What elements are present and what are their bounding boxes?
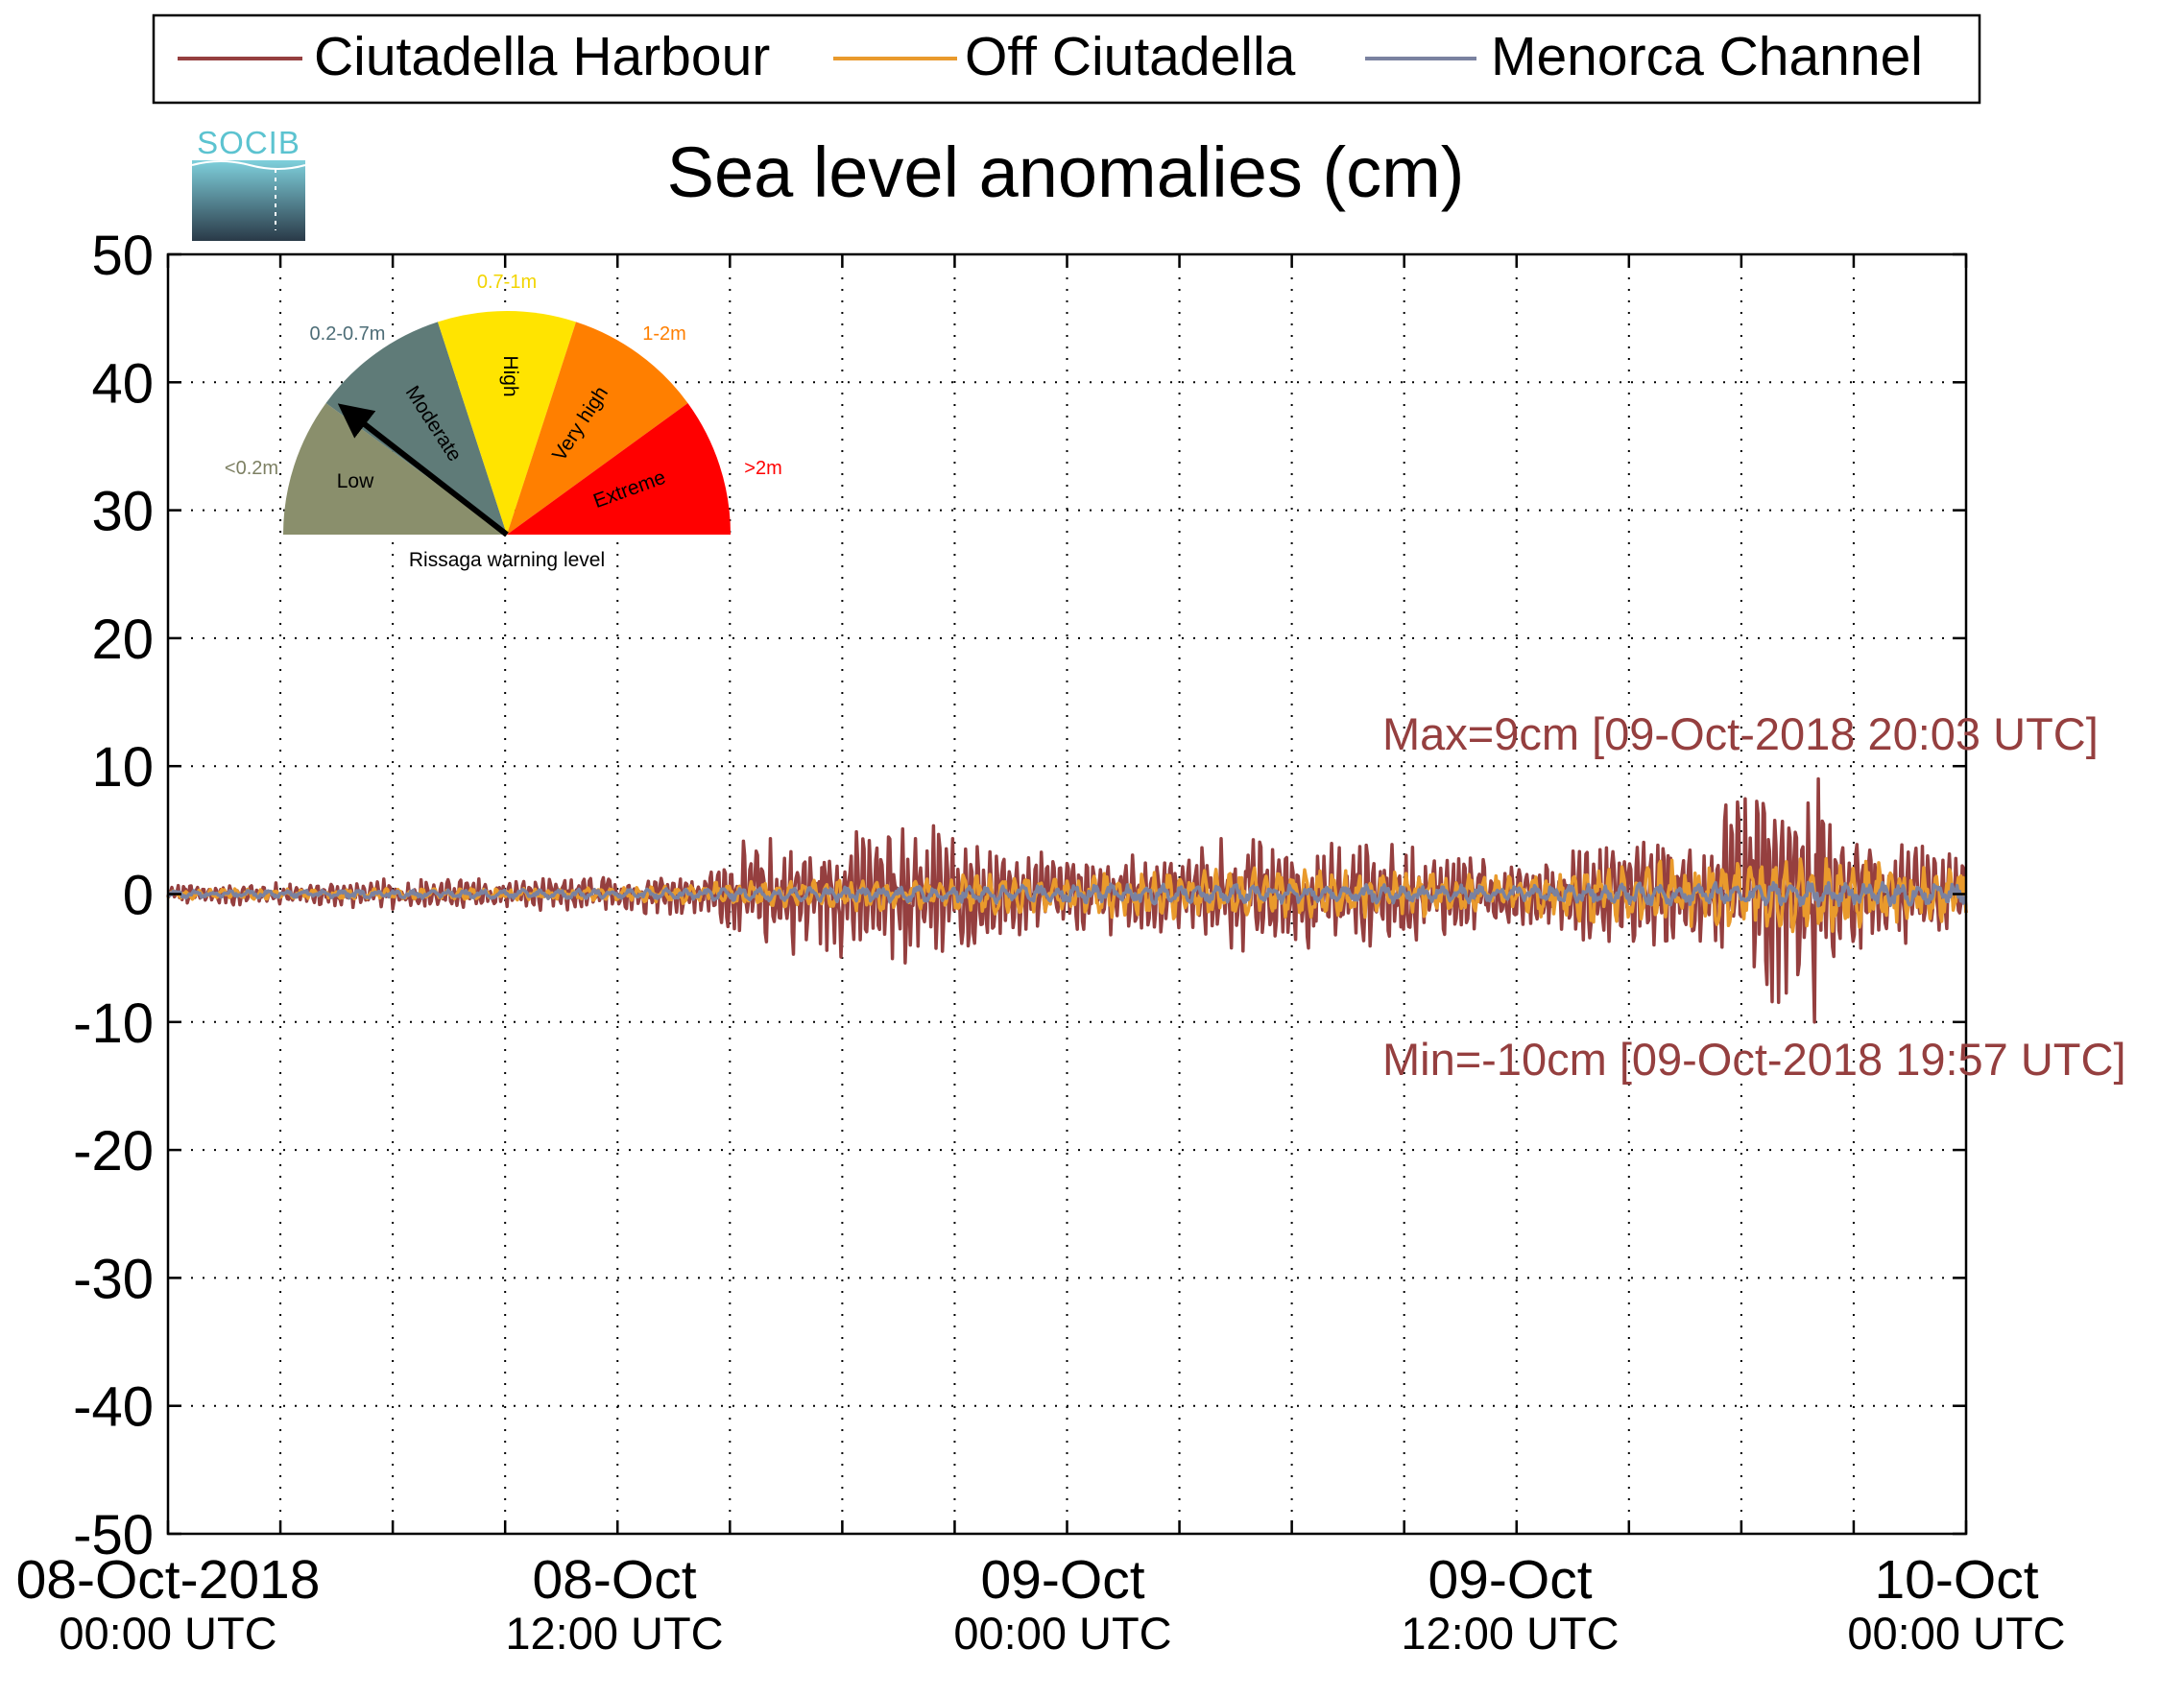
y-tick-label: -30 (73, 1248, 154, 1310)
gauge-range-label: 0.2-0.7m (310, 323, 386, 345)
y-tick-label: -20 (73, 1120, 154, 1182)
gauge-range-label: 0.7-1m (477, 272, 537, 293)
series-line-off-ciutadella (166, 856, 1968, 934)
gauge-wedge-moderate (325, 322, 507, 535)
x-tick-label-time: 00:00 UTC (1847, 1608, 2065, 1659)
rissaga-gauge: <0.2mLow0.2-0.7mModerate0.7-1mHigh1-2mVe… (225, 272, 782, 571)
legend-box (152, 13, 1981, 105)
y-tick-label: 30 (91, 481, 154, 543)
socib-logo: SOCIB (191, 125, 306, 241)
x-tick-label-date: 09-Oct (1428, 1549, 1592, 1611)
gauge-level-label: High (499, 355, 521, 396)
gauge-wedge-very-high (507, 322, 688, 535)
gauge-range-label: >2m (744, 458, 781, 479)
x-tick-label-date: 09-Oct (980, 1549, 1144, 1611)
x-tick-label-time: 00:00 UTC (953, 1608, 1171, 1659)
x-tick-label-time: 12:00 UTC (1401, 1608, 1619, 1659)
series-layer (166, 776, 1968, 1024)
gauge-range-label: <0.2m (225, 458, 278, 479)
series-line-menorca-channel (166, 880, 1968, 908)
y-tick-label: 40 (91, 352, 154, 415)
y-tick-label: 50 (91, 225, 154, 287)
x-tick-label-date: 08-Oct (532, 1549, 696, 1611)
logo-text: SOCIB (197, 125, 300, 160)
legend-label-off-ciutadella: Off Ciutadella (965, 26, 1296, 87)
chart-title: Sea level anomalies (cm) (667, 132, 1465, 212)
x-tick-label-time: 00:00 UTC (59, 1608, 276, 1659)
y-tick-label: 20 (91, 609, 154, 671)
max-annotation: Max=9cm [09-Oct-2018 20:03 UTC] (1382, 708, 2099, 759)
gauge-wedge-high (438, 310, 576, 535)
legend: Ciutadella Harbour Off Ciutadella Menorc… (152, 13, 1981, 105)
legend-label-menorca-channel: Menorca Channel (1491, 26, 1923, 87)
series-line-ciutadella-harbour (166, 776, 1968, 1024)
gauge-range-label: 1-2m (642, 323, 686, 345)
axes: -50-40-30-20-100102030405008-Oct-201800:… (16, 225, 2066, 1659)
y-tick-label: -40 (73, 1376, 154, 1439)
gauge-caption: Rissaga warning level (409, 549, 605, 571)
min-annotation: Min=-10cm [09-Oct-2018 19:57 UTC] (1382, 1034, 2126, 1085)
gauge-level-label: Low (337, 470, 374, 492)
x-tick-label-date: 08-Oct-2018 (16, 1549, 321, 1611)
legend-label-ciutadella-harbour: Ciutadella Harbour (314, 26, 770, 87)
gauge-wedge-extreme (507, 403, 732, 535)
x-tick-label-time: 12:00 UTC (505, 1608, 723, 1659)
y-tick-label: -50 (73, 1504, 154, 1566)
y-tick-label: 10 (91, 736, 154, 799)
gauge-needle (337, 403, 509, 537)
x-tick-label-date: 10-Oct (1874, 1549, 2038, 1611)
y-tick-label: 0 (123, 865, 154, 927)
y-tick-label: -10 (73, 992, 154, 1055)
